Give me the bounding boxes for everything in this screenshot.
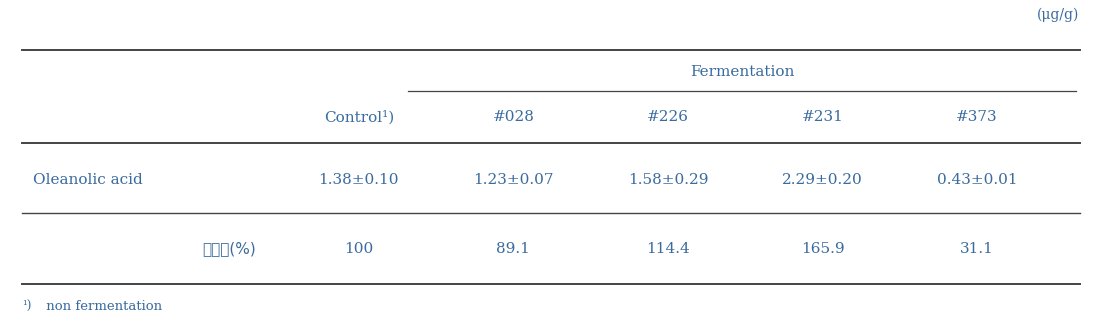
Text: 2.29±0.20: 2.29±0.20 <box>782 173 863 187</box>
Text: 증감율(%): 증감율(%) <box>202 241 256 256</box>
Text: ¹): ¹) <box>22 300 31 313</box>
Text: 89.1: 89.1 <box>497 242 530 256</box>
Text: #028: #028 <box>492 110 534 124</box>
Text: #231: #231 <box>802 110 843 124</box>
Text: Fermentation: Fermentation <box>690 65 795 79</box>
Text: #226: #226 <box>647 110 689 124</box>
Text: 165.9: 165.9 <box>800 242 845 256</box>
Text: 0.43±0.01: 0.43±0.01 <box>936 173 1018 187</box>
Text: (μg/g): (μg/g) <box>1038 7 1080 22</box>
Text: 1.38±0.10: 1.38±0.10 <box>319 173 399 187</box>
Text: #373: #373 <box>956 110 998 124</box>
Text: 1.58±0.29: 1.58±0.29 <box>628 173 708 187</box>
Text: Oleanolic acid: Oleanolic acid <box>33 173 142 187</box>
Text: non fermentation: non fermentation <box>42 300 162 313</box>
Text: 1.23±0.07: 1.23±0.07 <box>474 173 553 187</box>
Text: 100: 100 <box>344 242 373 256</box>
Text: 114.4: 114.4 <box>646 242 690 256</box>
Text: Control¹): Control¹) <box>323 110 394 124</box>
Text: 31.1: 31.1 <box>960 242 994 256</box>
